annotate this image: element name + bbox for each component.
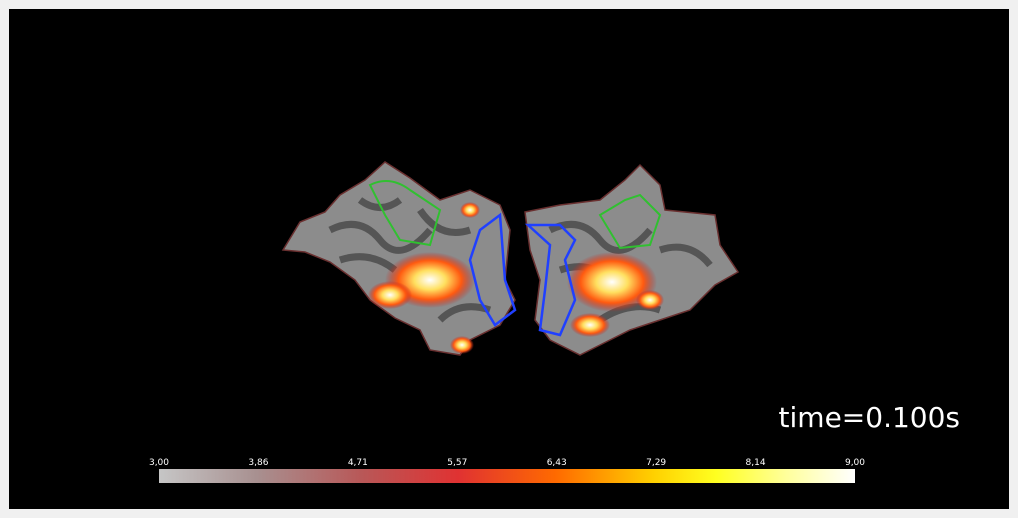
render-area — [9, 9, 1009, 509]
colorbar-ticks: 3,00 3,86 4,71 5,57 6,43 7,29 8,14 9,00 — [149, 458, 865, 468]
right-hemisphere — [524, 163, 740, 356]
colorbar-tick-label: 3,86 — [248, 458, 268, 468]
colorbar-tick-label: 4,71 — [348, 458, 368, 468]
colorbar-tick-label: 3,00 — [149, 458, 169, 468]
colorbar-tick-label: 9,00 — [845, 458, 865, 468]
time-label: time=0.100s — [779, 401, 960, 434]
colorbar-tick-label: 7,29 — [646, 458, 666, 468]
colorbar-tick-label: 8,14 — [746, 458, 766, 468]
colorbar-tick-label: 5,57 — [447, 458, 467, 468]
left-hemisphere — [281, 161, 517, 356]
colorbar — [159, 469, 855, 483]
colorbar-tick-label: 6,43 — [547, 458, 567, 468]
